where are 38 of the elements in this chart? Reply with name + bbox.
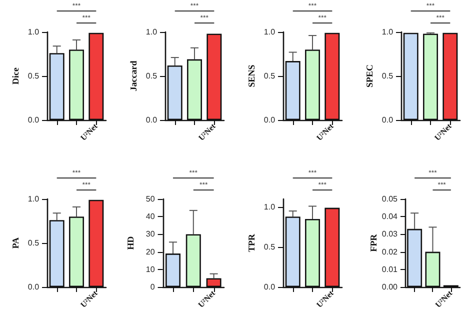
y-axis-title: Dice bbox=[10, 68, 21, 84]
y-tick-label: 0.5 bbox=[264, 72, 276, 80]
y-tick-label: 1.0 bbox=[146, 28, 158, 36]
y-tick-label: 1.0 bbox=[264, 202, 276, 211]
y-tick-label: 1.0 bbox=[264, 28, 276, 36]
y-tick-label: 1.0 bbox=[28, 194, 40, 203]
y-tick-label: 0.5 bbox=[264, 242, 276, 251]
y-tick-label: 30 bbox=[146, 229, 156, 238]
y-tick-label: 0.5 bbox=[382, 72, 394, 80]
y-tick-label: 0.5 bbox=[146, 72, 158, 80]
y-axis-title: Jaccard bbox=[128, 60, 139, 92]
y-tick-label: 20 bbox=[146, 246, 156, 256]
y-tick-label: 0.00 bbox=[382, 282, 398, 291]
y-tick-label: 0.0 bbox=[264, 116, 276, 124]
y-axis-title: TPR bbox=[246, 233, 257, 252]
y-axis-title: HD bbox=[126, 235, 136, 250]
y-tick-label: 0.0 bbox=[28, 282, 40, 291]
y-tick-label: 0.03 bbox=[382, 229, 398, 238]
y-tick-label: 0.5 bbox=[28, 72, 40, 80]
y-axis-title: FPR bbox=[368, 233, 378, 252]
y-tick-label: 0.0 bbox=[146, 116, 158, 124]
y-tick-label: 0.04 bbox=[382, 212, 398, 221]
y-axis-title: PA bbox=[10, 236, 21, 248]
y-tick-label: 0.05 bbox=[382, 194, 398, 203]
y-tick-label: 50 bbox=[146, 194, 156, 203]
y-tick-label: 0.0 bbox=[264, 282, 276, 291]
y-tick-label: 0.02 bbox=[382, 246, 398, 256]
y-axis-title: SPEC bbox=[364, 64, 375, 88]
y-axis-title: SENS bbox=[246, 64, 257, 88]
y-tick-label: 1.0 bbox=[382, 28, 394, 36]
y-tick-label: 0.5 bbox=[28, 238, 40, 247]
y-tick-label: 40 bbox=[146, 212, 156, 221]
y-tick-label: 0.01 bbox=[382, 264, 398, 274]
y-tick-label: 0.0 bbox=[28, 116, 40, 124]
y-tick-label: 0 bbox=[150, 282, 156, 291]
y-tick-label: 1.0 bbox=[28, 28, 40, 36]
y-tick-label: 0.0 bbox=[382, 116, 394, 124]
y-tick-label: 10 bbox=[146, 264, 156, 274]
